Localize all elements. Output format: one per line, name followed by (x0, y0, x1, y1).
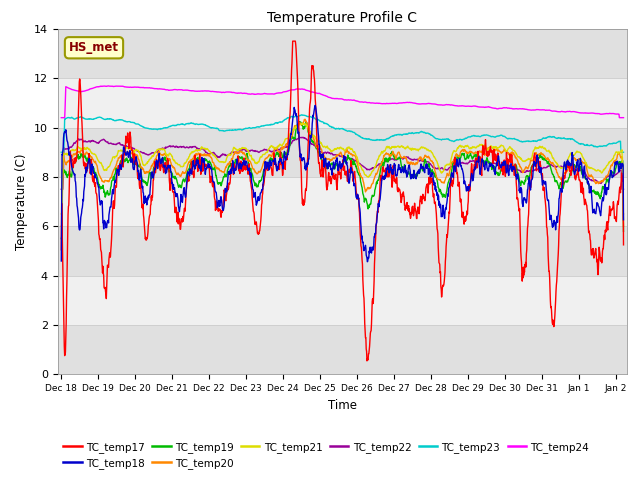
TC_temp22 (101, 138, 109, 144)
TC_temp18 (318, 154, 326, 159)
TC_temp20 (58, 223, 65, 229)
TC_temp18 (378, 175, 386, 181)
TC_temp20 (101, 178, 109, 183)
TC_temp17 (308, 63, 316, 69)
TC_temp20 (296, 120, 303, 126)
TC_temp19 (378, 159, 385, 165)
Line: TC_temp24: TC_temp24 (61, 86, 623, 118)
TC_temp18 (620, 217, 627, 223)
TC_temp21 (308, 132, 316, 137)
TC_temp19 (58, 236, 65, 241)
TC_temp22 (124, 144, 132, 150)
TC_temp23 (296, 112, 303, 118)
TC_temp21 (620, 211, 627, 217)
TC_temp17 (289, 38, 296, 44)
TC_temp23 (298, 112, 306, 118)
TC_temp18 (296, 147, 303, 153)
TC_temp21 (296, 121, 303, 127)
TC_temp24 (378, 101, 385, 107)
Bar (58, 226, 627, 276)
Bar (58, 177, 627, 226)
TC_temp18 (364, 259, 371, 264)
Line: TC_temp18: TC_temp18 (61, 106, 623, 262)
TC_temp21 (299, 120, 307, 126)
TC_temp24 (620, 115, 627, 120)
Bar (58, 276, 627, 325)
TC_temp17 (296, 157, 304, 163)
TC_temp18 (308, 134, 316, 140)
TC_temp22 (296, 135, 304, 141)
TC_temp17 (58, 247, 65, 252)
TC_temp18 (58, 258, 65, 264)
TC_temp17 (318, 157, 326, 163)
TC_temp20 (124, 149, 132, 155)
TC_temp24 (296, 86, 304, 92)
TC_temp24 (308, 89, 316, 95)
Bar (58, 128, 627, 177)
TC_temp21 (101, 168, 109, 173)
TC_temp21 (58, 211, 65, 217)
TC_temp22 (296, 134, 303, 140)
TC_temp20 (620, 223, 627, 229)
TC_temp19 (296, 119, 304, 125)
TC_temp23 (620, 149, 627, 155)
TC_temp24 (318, 92, 326, 97)
TC_temp19 (101, 192, 109, 197)
TC_temp24 (101, 83, 109, 89)
TC_temp24 (124, 84, 132, 90)
TC_temp23 (101, 117, 109, 122)
TC_temp22 (620, 186, 627, 192)
Title: Temperature Profile C: Temperature Profile C (268, 11, 417, 25)
TC_temp23 (378, 137, 385, 143)
Line: TC_temp21: TC_temp21 (61, 123, 623, 214)
TC_temp22 (308, 141, 316, 147)
Bar (58, 78, 627, 128)
TC_temp20 (378, 161, 385, 167)
TC_temp24 (58, 115, 65, 120)
Line: TC_temp19: TC_temp19 (61, 122, 623, 239)
TC_temp17 (620, 242, 627, 248)
TC_temp20 (308, 132, 316, 138)
TC_temp21 (124, 145, 132, 151)
TC_temp21 (318, 142, 326, 148)
TC_temp18 (124, 149, 132, 155)
Text: HS_met: HS_met (69, 41, 119, 54)
TC_temp23 (308, 115, 316, 120)
Y-axis label: Temperature (C): Temperature (C) (15, 153, 28, 250)
TC_temp23 (58, 149, 65, 155)
TC_temp19 (318, 158, 326, 164)
Bar (58, 325, 627, 374)
TC_temp19 (620, 228, 627, 234)
TC_temp19 (124, 159, 132, 165)
TC_temp18 (312, 103, 319, 108)
TC_temp17 (124, 130, 132, 136)
TC_temp17 (101, 286, 109, 291)
Line: TC_temp17: TC_temp17 (61, 41, 623, 361)
TC_temp20 (301, 116, 309, 122)
TC_temp22 (318, 150, 326, 156)
TC_temp22 (58, 186, 65, 192)
TC_temp23 (318, 119, 326, 124)
TC_temp19 (308, 139, 316, 144)
TC_temp22 (378, 161, 385, 167)
TC_temp23 (124, 119, 132, 124)
Line: TC_temp22: TC_temp22 (61, 137, 623, 189)
X-axis label: Time: Time (328, 399, 357, 412)
Bar (58, 29, 627, 78)
TC_temp21 (378, 149, 385, 155)
Legend: TC_temp17, TC_temp18, TC_temp19, TC_temp20, TC_temp21, TC_temp22, TC_temp23, TC_: TC_temp17, TC_temp18, TC_temp19, TC_temp… (63, 442, 589, 469)
TC_temp20 (318, 148, 326, 154)
TC_temp24 (105, 83, 113, 89)
TC_temp17 (363, 358, 371, 364)
Line: TC_temp23: TC_temp23 (61, 115, 623, 152)
Line: TC_temp20: TC_temp20 (61, 119, 623, 226)
TC_temp17 (378, 174, 386, 180)
TC_temp18 (101, 220, 109, 226)
TC_temp19 (295, 119, 303, 125)
